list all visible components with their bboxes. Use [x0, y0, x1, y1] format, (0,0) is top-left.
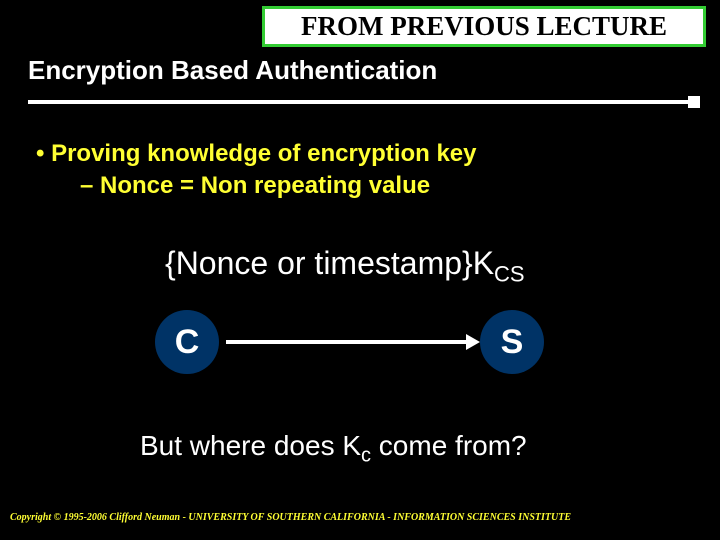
arrow-line: [226, 340, 472, 344]
question-suffix: come from?: [371, 430, 527, 461]
banner-box: FROM PREVIOUS LECTURE: [262, 6, 706, 47]
title-end-square: [688, 96, 700, 108]
slide-title: Encryption Based Authentication: [28, 55, 437, 86]
question-text: But where does Kc come from?: [140, 430, 527, 468]
title-underline: [28, 100, 688, 104]
question-prefix: But where does K: [140, 430, 361, 461]
arrow-head-icon: [466, 334, 480, 350]
node-client-label: C: [175, 323, 200, 362]
question-subscript: c: [361, 445, 371, 467]
node-client: C: [155, 310, 219, 374]
bullet-level-2: – Nonce = Non repeating value: [80, 172, 430, 200]
formula-subscript: CS: [494, 261, 525, 286]
formula-text: {Nonce or timestamp}KCS: [165, 245, 525, 287]
copyright-text: Copyright © 1995-2006 Clifford Neuman - …: [10, 512, 571, 523]
node-server-label: S: [501, 323, 524, 362]
banner-text: FROM PREVIOUS LECTURE: [301, 11, 667, 41]
node-server: S: [480, 310, 544, 374]
formula-prefix: {Nonce or timestamp}K: [165, 245, 494, 281]
bullet-level-1: • Proving knowledge of encryption key: [36, 140, 476, 168]
